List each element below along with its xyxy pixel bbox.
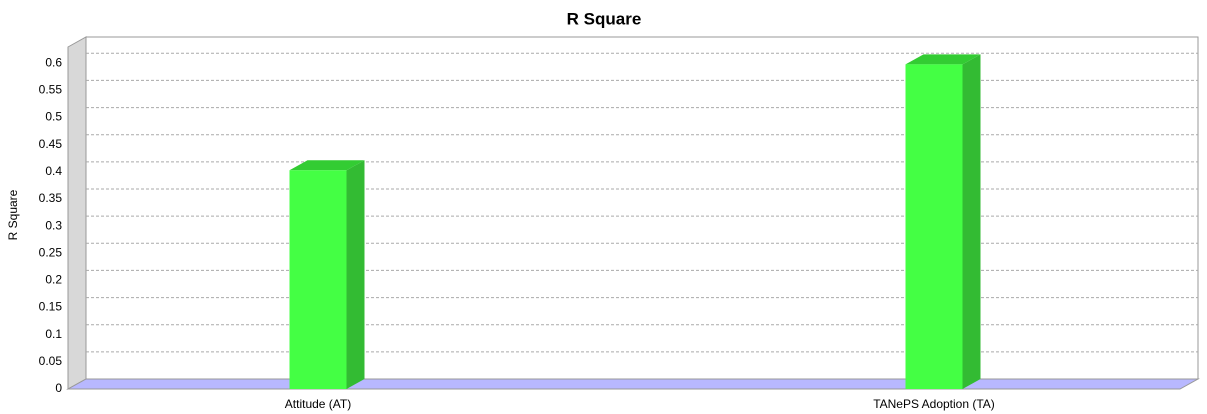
y-tick-label: 0.2 <box>45 273 62 287</box>
y-tick-label: 0 <box>55 381 62 395</box>
y-tick-label: 0.1 <box>45 327 62 341</box>
bar-side <box>962 54 981 389</box>
bar-side <box>346 160 365 389</box>
y-tick-label: 0.55 <box>39 83 63 97</box>
back-wall <box>85 36 1199 380</box>
bar-top <box>905 54 981 65</box>
y-tick-label: 0.05 <box>39 354 63 368</box>
y-tick-label: 0.15 <box>39 300 63 314</box>
bar <box>905 64 963 389</box>
y-axis-label: R Square <box>6 189 20 240</box>
y-tick-label: 0.5 <box>45 110 62 124</box>
x-tick-label: TANePS Adoption (TA) <box>873 397 995 411</box>
x-tick-label: Attitude (AT) <box>285 397 351 411</box>
y-tick-label: 0.45 <box>39 137 63 151</box>
bar <box>289 170 347 389</box>
floor <box>66 378 1200 390</box>
y-tick-label: 0.25 <box>39 245 63 259</box>
chart-title: R Square <box>567 9 642 28</box>
y-tick-label: 0.35 <box>39 191 63 205</box>
bar-top <box>289 160 365 171</box>
left-wall <box>67 36 87 390</box>
y-tick-label: 0.4 <box>45 164 62 178</box>
y-tick-label: 0.3 <box>45 218 62 232</box>
y-tick-label: 0.6 <box>45 55 62 69</box>
